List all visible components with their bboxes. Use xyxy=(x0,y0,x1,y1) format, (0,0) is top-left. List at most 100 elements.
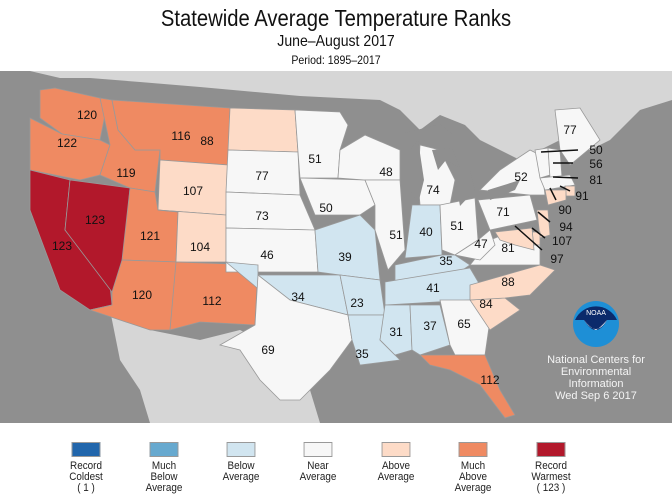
canada-land xyxy=(30,71,672,160)
rank-label-nc: 88 xyxy=(501,275,515,289)
rank-label-nh: 56 xyxy=(589,157,603,171)
rank-label-al: 37 xyxy=(423,319,437,333)
state-wv xyxy=(453,229,496,261)
rank-label-oh: 51 xyxy=(450,219,464,233)
leader-line-vt xyxy=(540,149,579,153)
rank-label-pa: 71 xyxy=(496,205,510,219)
legend-label: Below xyxy=(227,460,255,472)
rank-label-ia: 50 xyxy=(319,201,333,215)
legend-label: Average xyxy=(222,471,260,483)
rank-label-co: 104 xyxy=(190,240,210,254)
legend-swatch xyxy=(458,442,488,457)
great-lakes xyxy=(405,124,520,206)
credit-date: Wed Sep 6 2017 xyxy=(555,390,637,402)
map-title: Statewide Average Temperature Ranks xyxy=(160,5,512,31)
leader-line-ma xyxy=(552,176,579,179)
rank-label-in: 40 xyxy=(419,225,433,239)
legend-item-much-below: Much Below Average xyxy=(133,442,196,494)
legend-label: ( 123 ) xyxy=(536,482,566,494)
rank-label-de: 107 xyxy=(552,234,572,248)
legend-label: Below xyxy=(150,471,178,483)
legend-item-record-warmest: Record Warmest( 123 ) xyxy=(520,442,583,494)
legend-label xyxy=(365,483,428,494)
rank-label-ny: 52 xyxy=(514,170,528,184)
legend-label: ( 1 ) xyxy=(77,482,95,494)
rank-label-mi: 74 xyxy=(426,183,440,197)
state-ms xyxy=(379,304,413,356)
legend-label: Record xyxy=(535,460,567,472)
legend-label: Much xyxy=(460,460,486,472)
rank-label-ky: 35 xyxy=(439,254,453,268)
rank-label-me: 77 xyxy=(563,123,577,137)
legend-item-above: Above Average xyxy=(365,442,428,494)
legend-label: Much xyxy=(151,460,177,472)
rank-label-ga: 65 xyxy=(457,317,471,331)
noaa-logo-icon: NOAA xyxy=(573,301,619,347)
rank-label-tx: 69 xyxy=(261,343,275,357)
legend-swatch xyxy=(226,442,256,457)
state-mo xyxy=(314,214,381,281)
state-ia xyxy=(299,177,376,216)
mexico-land xyxy=(110,310,320,423)
legend-item-record-coldest: Record Coldest( 1 ) xyxy=(55,442,118,494)
leader-line-md xyxy=(514,225,543,251)
rank-label-id: 119 xyxy=(116,166,135,180)
rank-label-ar: 23 xyxy=(350,296,364,310)
rank-label-nd: 88 xyxy=(200,134,214,148)
rank-label-la: 35 xyxy=(355,347,369,361)
rank-label-ne: 73 xyxy=(255,209,269,223)
credit-line-1: National Centers for xyxy=(547,354,645,366)
rank-label-sd: 77 xyxy=(255,169,269,183)
legend-label: Average xyxy=(454,482,492,494)
rank-label-wa: 120 xyxy=(77,108,97,122)
rank-label-il: 51 xyxy=(389,228,403,242)
legend-label: Warmest xyxy=(531,471,571,483)
rank-label-vt: 50 xyxy=(589,143,603,157)
legend-label: Average xyxy=(377,471,415,483)
state-wa xyxy=(39,87,109,141)
rank-label-ms: 31 xyxy=(389,325,403,339)
rank-label-wv: 47 xyxy=(474,237,488,251)
state-il xyxy=(364,179,406,271)
rank-label-fl: 112 xyxy=(480,373,499,387)
legend-label: Record xyxy=(70,460,102,472)
rank-label-va: 81 xyxy=(501,241,515,255)
leader-line-ri xyxy=(559,185,571,192)
leader-line-de xyxy=(531,227,546,239)
rank-label-wy: 107 xyxy=(183,184,203,198)
rank-label-wi: 48 xyxy=(379,165,393,179)
legend-swatch xyxy=(71,442,101,457)
state-nj xyxy=(536,209,551,239)
rank-label-ri: 91 xyxy=(575,189,589,203)
legend-item-near: Near Average xyxy=(287,442,350,494)
rank-label-md: 97 xyxy=(550,252,564,266)
legend-label: Average xyxy=(299,471,337,483)
legend-swatch xyxy=(536,442,566,457)
legend-label: Above xyxy=(381,460,411,472)
state-co xyxy=(157,209,227,263)
us-map: 120 122 123 123 119 116 107 121 120 104 112 88 77 73 4… xyxy=(0,71,672,423)
legend-label: Coldest xyxy=(69,471,103,483)
credit-line-3: Information xyxy=(568,378,624,390)
rank-label-ma: 81 xyxy=(589,173,603,187)
noaa-logo-text: NOAA xyxy=(586,310,606,317)
rank-label-nm: 112 xyxy=(202,294,221,308)
rank-label-ok: 34 xyxy=(291,290,305,304)
map-period: Period: 1895–2017 xyxy=(291,53,381,67)
legend-label: Average xyxy=(145,482,183,494)
rank-label-nj: 94 xyxy=(559,220,573,234)
noaa-credit: NOAA National Centers for Environmental … xyxy=(540,300,652,402)
rank-label-tn: 41 xyxy=(426,281,440,295)
legend-label xyxy=(287,483,350,494)
legend-swatch xyxy=(381,442,411,457)
rank-label-ks: 46 xyxy=(260,248,274,262)
rank-label-ut: 121 xyxy=(140,229,160,243)
state-fl xyxy=(419,354,516,419)
rank-label-sc: 84 xyxy=(479,297,493,311)
state-nd xyxy=(227,107,299,153)
legend-label: Above xyxy=(458,471,488,483)
legend-item-much-above: Much Above Average xyxy=(442,442,505,494)
state-pa xyxy=(477,194,538,231)
rank-label-or: 122 xyxy=(57,136,77,150)
legend-swatch xyxy=(303,442,333,457)
